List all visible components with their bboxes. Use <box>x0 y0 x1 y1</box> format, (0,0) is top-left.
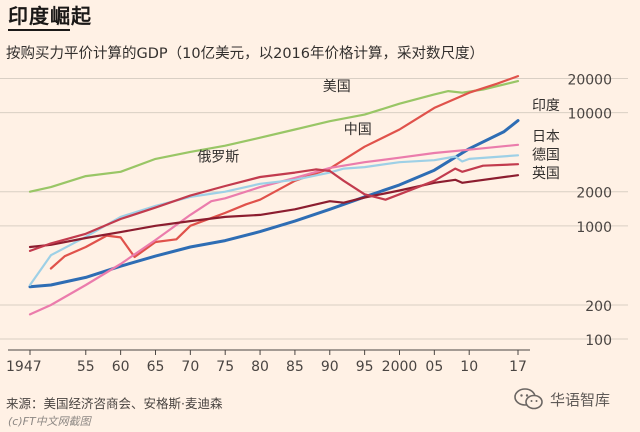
series-label: 俄罗斯 <box>197 150 239 166</box>
y-axis-labels: 100 200 1000 2000 10000 20000 <box>567 73 612 349</box>
y-tick-label: 100 <box>585 333 612 349</box>
page-title: 印度崛起 <box>8 4 92 28</box>
x-tick-label: 65 <box>147 359 165 375</box>
chart-subtitle: 按购买力平价计算的GDP（10亿美元，以2016年价格计算，采对数尺度） <box>6 46 484 62</box>
x-axis: 1947 55 60 65 70 75 80 85 90 95 2000 05 10 17 <box>6 349 530 375</box>
y-tick-label: 20000 <box>567 73 612 89</box>
y-tick-label: 2000 <box>576 186 612 202</box>
series-label: 日本 <box>532 129 560 145</box>
x-tick-label: 80 <box>251 359 269 375</box>
x-tick-label: 05 <box>425 359 443 375</box>
x-tick-label: 55 <box>77 359 95 375</box>
y-tick-label: 1000 <box>576 220 612 236</box>
x-tick-label: 2000 <box>382 359 418 375</box>
x-tick-label: 85 <box>286 359 304 375</box>
gridlines <box>0 78 628 340</box>
x-tick-label: 10 <box>460 359 478 375</box>
x-tick-label: 60 <box>112 359 130 375</box>
series-line <box>28 119 520 289</box>
series-label: 中国 <box>344 122 372 138</box>
series-line <box>28 174 520 249</box>
y-tick-label: 10000 <box>567 107 612 123</box>
series-line <box>49 74 520 270</box>
x-tick-label: 70 <box>181 359 199 375</box>
x-tick-label: 17 <box>509 359 527 375</box>
series-line <box>28 79 520 193</box>
x-tick-label: 75 <box>216 359 234 375</box>
series-line <box>28 143 520 316</box>
x-tick-label: 90 <box>321 359 339 375</box>
series-line <box>28 163 520 252</box>
series-lines <box>28 74 520 316</box>
title-underline <box>8 29 70 31</box>
credit-note: (c)FT中文网截图 <box>8 415 91 428</box>
wechat-icon <box>514 388 543 410</box>
brand-name: 华语智库 <box>549 390 610 409</box>
series-line <box>28 154 520 287</box>
series-label: 德国 <box>532 148 560 164</box>
x-tick-label: 1947 <box>6 359 42 375</box>
series-label: 美国 <box>323 79 351 95</box>
series-label: 英国 <box>532 165 560 182</box>
x-tick-label: 95 <box>356 359 374 375</box>
series-label: 印度 <box>532 98 560 114</box>
wechat-brand[interactable]: 华语智库 <box>514 387 610 411</box>
y-tick-label: 200 <box>585 299 612 315</box>
source-note: 来源：美国经济咨商会、安格斯·麦迪森 <box>6 396 223 411</box>
